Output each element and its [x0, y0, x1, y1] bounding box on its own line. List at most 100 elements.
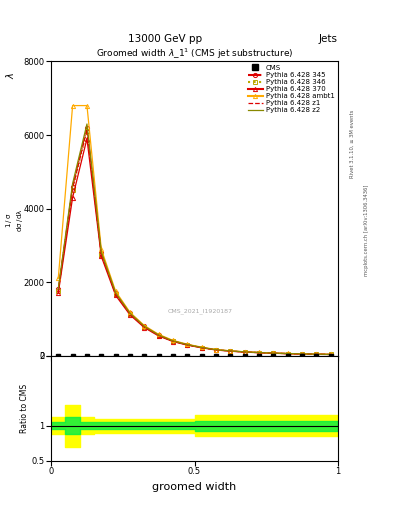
Pythia 6.428 346 — [56, 288, 61, 294]
Line: Pythia 6.428 370: Pythia 6.428 370 — [56, 137, 333, 357]
Text: $\lambda$: $\lambda$ — [4, 72, 16, 79]
Text: mcplots.cern.ch [arXiv:1306.3436]: mcplots.cern.ch [arXiv:1306.3436] — [364, 185, 369, 276]
Pythia 6.428 370 — [128, 312, 132, 318]
Pythia 6.428 z2 — [142, 323, 147, 329]
Pythia 6.428 z2 — [199, 345, 204, 351]
Pythia 6.428 z2 — [285, 350, 290, 356]
Pythia 6.428 346 — [199, 345, 204, 351]
Line: Pythia 6.428 z1: Pythia 6.428 z1 — [58, 130, 331, 354]
Text: Rivet 3.1.10, ≥ 3M events: Rivet 3.1.10, ≥ 3M events — [350, 109, 355, 178]
Pythia 6.428 370 — [142, 325, 147, 331]
Pythia 6.428 z1 — [171, 338, 175, 344]
Pythia 6.428 ambt1 — [300, 351, 305, 357]
Y-axis label: Ratio to CMS: Ratio to CMS — [20, 383, 29, 433]
Pythia 6.428 346 — [171, 338, 175, 345]
Pythia 6.428 370 — [257, 350, 261, 356]
Pythia 6.428 345 — [271, 350, 276, 356]
Pythia 6.428 345 — [70, 183, 75, 189]
CMS — [285, 353, 290, 359]
Pythia 6.428 z2 — [329, 351, 333, 357]
Pythia 6.428 ambt1 — [185, 341, 190, 347]
Pythia 6.428 z1 — [214, 347, 219, 353]
Pythia 6.428 z1 — [156, 332, 161, 338]
Pythia 6.428 ambt1 — [214, 347, 219, 353]
Text: Jets: Jets — [319, 33, 338, 44]
Pythia 6.428 z1 — [113, 291, 118, 297]
CMS — [214, 353, 219, 359]
Pythia 6.428 z2 — [156, 332, 161, 338]
Pythia 6.428 z2 — [84, 121, 89, 127]
Pythia 6.428 345 — [199, 345, 204, 351]
Pythia 6.428 346 — [314, 351, 319, 357]
Pythia 6.428 z1 — [285, 351, 290, 357]
Pythia 6.428 ambt1 — [156, 331, 161, 337]
Pythia 6.428 ambt1 — [242, 349, 247, 355]
X-axis label: groomed width: groomed width — [152, 482, 237, 492]
Legend: CMS, Pythia 6.428 345, Pythia 6.428 346, Pythia 6.428 370, Pythia 6.428 ambt1, P: CMS, Pythia 6.428 345, Pythia 6.428 346,… — [246, 63, 336, 115]
Pythia 6.428 z1 — [199, 345, 204, 351]
Pythia 6.428 z1 — [271, 350, 276, 356]
Pythia 6.428 345 — [314, 351, 319, 357]
CMS — [329, 353, 333, 359]
Pythia 6.428 370 — [300, 351, 305, 357]
Pythia 6.428 370 — [156, 333, 161, 339]
Pythia 6.428 345 — [99, 250, 104, 256]
Pythia 6.428 346 — [271, 350, 276, 356]
Pythia 6.428 345 — [257, 350, 261, 356]
Pythia 6.428 346 — [300, 351, 305, 357]
Pythia 6.428 z1 — [314, 351, 319, 357]
CMS — [300, 353, 305, 359]
Line: CMS: CMS — [56, 353, 333, 358]
Pythia 6.428 370 — [99, 253, 104, 260]
Pythia 6.428 345 — [185, 342, 190, 348]
Pythia 6.428 z1 — [228, 348, 233, 354]
Pythia 6.428 345 — [214, 347, 219, 353]
Pythia 6.428 ambt1 — [228, 348, 233, 354]
Pythia 6.428 346 — [142, 324, 147, 330]
Pythia 6.428 346 — [156, 332, 161, 338]
Pythia 6.428 345 — [300, 351, 305, 357]
CMS — [314, 353, 319, 359]
Pythia 6.428 ambt1 — [199, 344, 204, 350]
Pythia 6.428 z2 — [314, 351, 319, 357]
Pythia 6.428 346 — [242, 349, 247, 355]
Pythia 6.428 ambt1 — [99, 246, 104, 252]
Line: Pythia 6.428 z2: Pythia 6.428 z2 — [58, 124, 331, 354]
Pythia 6.428 z1 — [257, 350, 261, 356]
Pythia 6.428 z2 — [242, 349, 247, 355]
CMS — [257, 353, 261, 359]
Pythia 6.428 ambt1 — [314, 351, 319, 357]
CMS — [271, 353, 276, 359]
CMS — [142, 353, 147, 359]
Pythia 6.428 345 — [171, 338, 175, 344]
Pythia 6.428 ambt1 — [56, 275, 61, 282]
CMS — [56, 353, 61, 359]
Pythia 6.428 z2 — [70, 181, 75, 187]
Pythia 6.428 z2 — [214, 347, 219, 353]
Pythia 6.428 z1 — [185, 342, 190, 348]
Pythia 6.428 370 — [242, 349, 247, 355]
CMS — [128, 353, 132, 359]
Pythia 6.428 370 — [185, 342, 190, 348]
Pythia 6.428 z1 — [84, 126, 89, 133]
Pythia 6.428 345 — [84, 124, 89, 131]
Pythia 6.428 370 — [314, 351, 319, 357]
CMS — [199, 353, 204, 359]
Pythia 6.428 z1 — [329, 351, 333, 357]
Pythia 6.428 345 — [285, 351, 290, 357]
Pythia 6.428 z2 — [300, 351, 305, 357]
Title: Groomed width $\lambda\_1^1$ (CMS jet substructure): Groomed width $\lambda\_1^1$ (CMS jet su… — [96, 47, 293, 61]
Pythia 6.428 370 — [199, 345, 204, 351]
Pythia 6.428 ambt1 — [70, 102, 75, 109]
CMS — [156, 353, 161, 359]
Pythia 6.428 z1 — [142, 324, 147, 330]
Pythia 6.428 370 — [56, 290, 61, 296]
Pythia 6.428 ambt1 — [142, 323, 147, 329]
Line: Pythia 6.428 ambt1: Pythia 6.428 ambt1 — [56, 103, 333, 356]
Pythia 6.428 z2 — [128, 310, 132, 316]
Pythia 6.428 370 — [84, 136, 89, 142]
Pythia 6.428 345 — [242, 349, 247, 355]
Pythia 6.428 346 — [84, 128, 89, 134]
Text: $\mathrm{1\,/\,\sigma}$
$\mathrm{d\sigma\,/\,d\lambda}$: $\mathrm{1\,/\,\sigma}$ $\mathrm{d\sigma… — [4, 208, 25, 232]
CMS — [185, 353, 190, 359]
